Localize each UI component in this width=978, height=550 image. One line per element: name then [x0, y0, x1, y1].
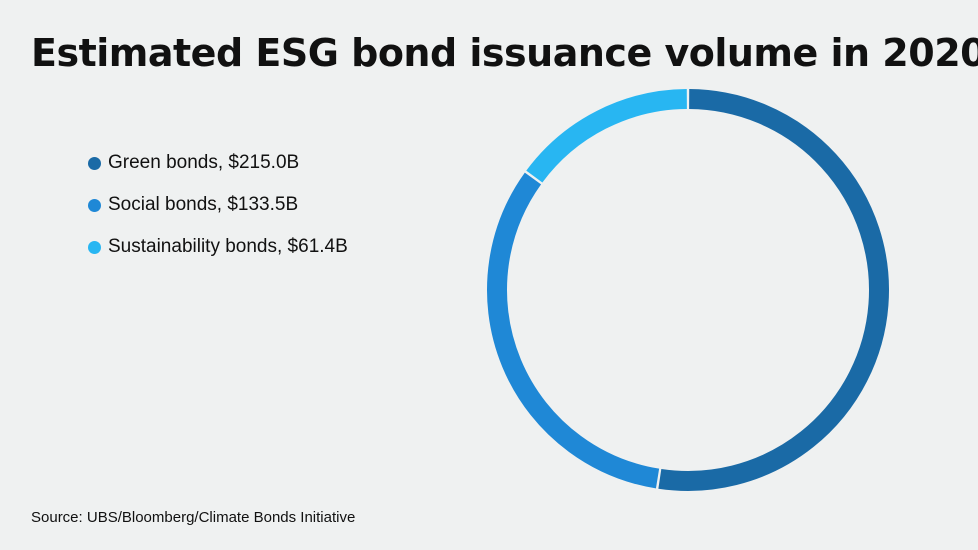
legend: Green bonds, $215.0B Social bonds, $133.… — [88, 142, 348, 268]
legend-item-sustainability-bonds: Sustainability bonds, $61.4B — [88, 226, 348, 268]
legend-label-green-bonds: Green bonds, $215.0B — [108, 152, 300, 173]
legend-item-green-bonds: Green bonds, $215.0B — [88, 142, 348, 184]
source-note: Source: UBS/Bloomberg/Climate Bonds Init… — [31, 509, 356, 526]
legend-label-social-bonds: Social bonds, $133.5B — [108, 194, 299, 215]
donut-slice-green-bonds — [658, 89, 889, 491]
legend-swatch-green-bonds — [88, 156, 101, 170]
legend-label-sustainability-bonds: Sustainability bonds, $61.4B — [108, 236, 348, 257]
chart-title: Estimated ESG bond issuance volume in 20… — [31, 31, 978, 75]
donut-slice-sustainability-bonds — [526, 89, 688, 183]
legend-swatch-sustainability-bonds — [88, 240, 101, 254]
legend-item-social-bonds: Social bonds, $133.5B — [88, 184, 348, 226]
legend-swatch-social-bonds — [88, 198, 101, 212]
donut-slice-social-bonds — [487, 172, 660, 489]
